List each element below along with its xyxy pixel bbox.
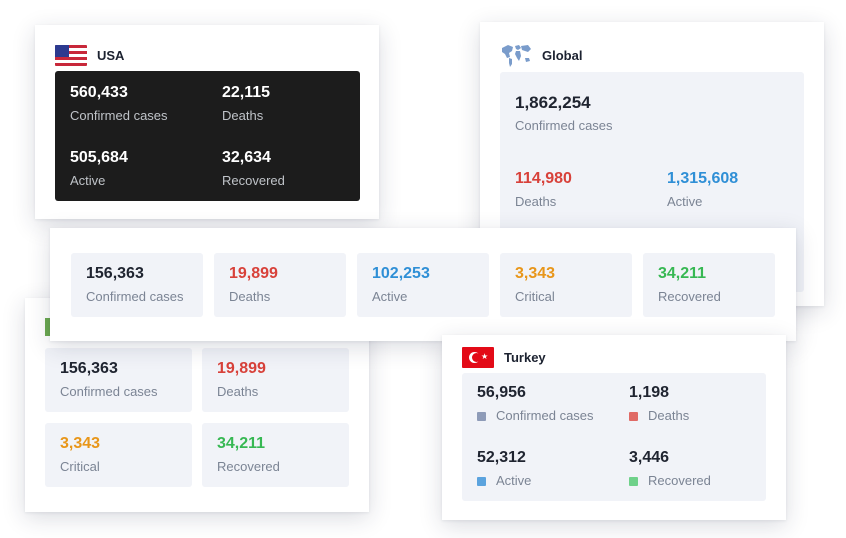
bl-stat-deaths: 19,899 Deaths: [202, 348, 349, 412]
usa-flag-icon: [55, 44, 87, 66]
stat-label: Deaths: [629, 407, 689, 425]
strip-stat-critical: 3,343 Critical: [500, 253, 632, 317]
stat-label-text: Confirmed cases: [496, 408, 594, 423]
stat-value: 560,433: [70, 84, 128, 101]
confirmed-legend-dot: [477, 411, 486, 421]
stat-value: 3,343: [515, 265, 556, 282]
strip-stat-recovered: 34,211 Recovered: [643, 253, 775, 317]
stat-value: 1,315,608: [667, 170, 739, 187]
usa-stat-confirmed: 560,433 Confirmed cases: [70, 83, 168, 125]
stat-value: 505,684: [70, 149, 128, 166]
turkey-card-title: Turkey: [504, 349, 546, 365]
stat-value: 114,980: [515, 170, 572, 187]
bl-stat-confirmed: 156,363 Confirmed cases: [45, 348, 192, 412]
stat-label: Deaths: [515, 194, 557, 209]
stat-value: 34,211: [217, 435, 266, 452]
stat-label: Confirmed cases: [515, 118, 613, 133]
turkey-card-header: ★ Turkey: [462, 342, 546, 372]
stat-value: 19,899: [229, 265, 278, 282]
stat-value: 102,253: [372, 265, 430, 282]
stat-value: 19,899: [217, 360, 266, 377]
recovered-legend-dot: [629, 476, 638, 486]
stat-label: Active: [477, 472, 531, 490]
stat-label: Active: [372, 289, 408, 304]
stat-label: Active: [70, 173, 106, 188]
stat-label-text: Deaths: [648, 408, 690, 423]
strip-stat-active: 102,253 Active: [357, 253, 489, 317]
stat-value: 56,956: [477, 384, 526, 401]
usa-stats-panel: 560,433 Confirmed cases 22,115 Deaths 50…: [55, 71, 360, 201]
usa-stat-deaths: 22,115 Deaths: [222, 83, 270, 125]
stat-label: Recovered: [222, 173, 285, 188]
stat-value: 3,446: [629, 449, 670, 466]
turkey-stat-recovered: 3,446 Recovered: [629, 448, 711, 490]
flag-icon-partial: [45, 318, 52, 336]
stat-value: 32,634: [222, 149, 271, 166]
stat-value: 1,862,254: [515, 93, 591, 112]
usa-card-title: USA: [97, 47, 125, 63]
stat-value: 1,198: [629, 384, 670, 401]
stat-label: Confirmed cases: [60, 384, 158, 399]
global-stat-confirmed: 1,862,254 Confirmed cases: [515, 93, 613, 135]
stat-label: Confirmed cases: [477, 407, 594, 425]
stat-label: Deaths: [222, 108, 264, 123]
deaths-legend-dot: [629, 411, 638, 421]
global-stat-active: 1,315,608 Active: [667, 169, 738, 211]
usa-stat-active: 505,684 Active: [70, 148, 128, 190]
strip-stat-deaths: 19,899 Deaths: [214, 253, 346, 317]
active-legend-dot: [477, 476, 486, 486]
stat-value: 34,211: [658, 265, 707, 282]
stat-label: Deaths: [217, 384, 259, 399]
stat-label: Recovered: [217, 459, 280, 474]
stat-value: 156,363: [86, 265, 144, 282]
stat-label: Critical: [60, 459, 100, 474]
turkey-stat-deaths: 1,198 Deaths: [629, 383, 689, 425]
usa-stat-recovered: 32,634 Recovered: [222, 148, 285, 190]
stat-label: Recovered: [629, 472, 711, 490]
usa-card-header: USA: [55, 40, 124, 70]
bl-stat-recovered: 34,211 Recovered: [202, 423, 349, 487]
global-card-title: Global: [542, 47, 583, 63]
usa-card: USA 560,433 Confirmed cases 22,115 Death…: [35, 25, 379, 219]
turkey-stats-panel: 56,956 Confirmed cases 1,198 Deaths 52,3…: [462, 373, 766, 501]
stat-value: 156,363: [60, 360, 118, 377]
stat-label: Confirmed cases: [70, 108, 168, 123]
turkey-flag-icon: ★: [462, 346, 494, 368]
stat-label: Critical: [515, 289, 555, 304]
global-card-header: Global: [500, 40, 582, 70]
global-stat-deaths: 114,980 Deaths: [515, 169, 572, 211]
turkey-card: ★ Turkey 56,956 Confirmed cases 1,198 De…: [442, 335, 786, 520]
stat-value: 52,312: [477, 449, 526, 466]
stat-label-text: Recovered: [648, 473, 711, 488]
bl-stat-critical: 3,343 Critical: [45, 423, 192, 487]
stat-label: Confirmed cases: [86, 289, 184, 304]
stat-value: 22,115: [222, 84, 271, 101]
globe-map-icon: [502, 45, 531, 67]
turkey-stat-active: 52,312 Active: [477, 448, 531, 490]
stat-value: 3,343: [60, 435, 101, 452]
stat-label-text: Active: [496, 473, 532, 488]
stat-label: Recovered: [658, 289, 721, 304]
turkey-stat-confirmed: 56,956 Confirmed cases: [477, 383, 594, 425]
stat-label: Deaths: [229, 289, 271, 304]
stats-strip-card: 156,363 Confirmed cases 19,899 Deaths 10…: [50, 228, 796, 341]
stat-label: Active: [667, 194, 703, 209]
strip-stat-confirmed: 156,363 Confirmed cases: [71, 253, 203, 317]
